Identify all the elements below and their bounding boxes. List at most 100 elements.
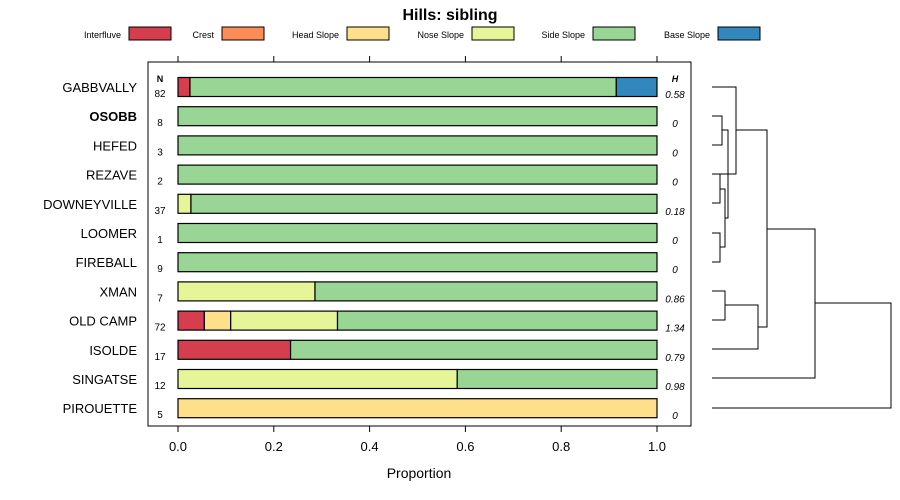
legend-label-interfluve: Interfluve [84,30,121,40]
x-tick-label-2: 0.4 [361,439,379,454]
n-value-xman: 7 [157,293,163,304]
row-gabbvally: GABBVALLY 82 0.58 [62,76,685,101]
category-label-loomer: LOOMER [81,226,137,241]
h-value-gabbvally: 0.58 [665,90,685,101]
h-value-old-camp: 1.34 [665,324,685,335]
bar-segment-hefed-side-slope [177,135,658,156]
bar-segment-xman-nose-slope [177,281,316,302]
chart-title: Hills: sibling [402,7,497,24]
row-old-camp: OLD CAMP 72 1.34 [69,310,685,335]
category-label-old-camp: OLD CAMP [69,314,137,329]
dendrogram-branch-4 [720,188,726,248]
x-tick-label-1: 0.2 [265,439,283,454]
category-label-fireball: FIREBALL [76,255,137,270]
dendrogram-branch-3 [712,232,721,263]
legend-swatch-side-slope [592,26,636,41]
h-value-xman: 0.86 [665,294,685,305]
h-header: H [672,74,679,84]
category-label-gabbvally: GABBVALLY [62,80,137,95]
h-value-hefed: 0 [672,148,678,159]
legend: Interfluve Crest Head Slope Nose Slope Side … [84,26,761,41]
bar-segment-gabbvally-base-slope [615,76,658,98]
bar-segment-downeyville-side-slope [190,193,658,214]
bar-segment-isolde-side-slope [289,339,658,360]
bar-segment-xman-side-slope [314,281,658,302]
bar-segment-gabbvally-interfluve [177,76,191,98]
bar-segment-old-camp-head-slope [203,310,232,331]
bar-segment-old-camp-side-slope [336,310,658,331]
row-singatse: SINGATSE 12 0.98 [72,368,685,393]
n-value-pirouette: 5 [157,410,163,421]
dendrogram-branch-9 [712,228,816,379]
legend-label-crest: Crest [192,30,214,40]
bar-segment-rezave-side-slope [177,164,658,185]
top-axis-ticks [177,56,658,62]
legend-swatch-head-slope [346,26,390,41]
category-label-singatse: SINGATSE [72,372,137,387]
bar-segment-osobb-side-slope [177,106,658,127]
h-value-fireball: 0 [672,265,678,276]
h-value-rezave: 0 [672,178,678,189]
category-label-xman: XMAN [99,284,137,299]
n-value-singatse: 12 [154,381,166,392]
n-value-old-camp: 72 [154,323,166,334]
legend-label-head-slope: Head Slope [292,30,339,40]
n-header: N [157,74,164,84]
chart-rows: GABBVALLY 82 0.58 OSOBB 8 0 HEFED 3 0 REZAVE 2 0 DOW… [43,76,685,422]
legend-swatch-crest [221,26,265,41]
bar-segment-old-camp-interfluve [177,310,205,331]
row-xman: XMAN 7 0.86 [99,281,685,305]
category-label-rezave: REZAVE [86,168,137,183]
dendrogram-branch-6 [712,290,726,321]
n-value-rezave: 2 [157,177,163,188]
bar-segment-old-camp-nose-slope [230,310,339,331]
dendrogram [712,86,892,409]
bar-segment-pirouette-head-slope [177,398,658,419]
h-value-loomer: 0 [672,236,678,247]
legend-label-side-slope: Side Slope [541,30,585,40]
row-isolde: ISOLDE 17 0.79 [89,339,685,364]
row-hefed: HEFED 3 0 [93,135,678,159]
x-tick-label-5: 1.0 [648,439,666,454]
dendrogram-branch-8 [736,129,768,328]
h-value-isolde: 0.79 [665,353,685,364]
row-fireball: FIREBALL 9 0 [76,252,678,276]
dendrogram-branch-7 [712,304,759,350]
bar-segment-fireball-side-slope [177,252,658,273]
legend-swatch-base-slope [717,26,761,41]
x-axis: 0.0 0.2 0.4 0.6 0.8 1.0 [169,426,666,454]
x-tick-label-3: 0.6 [456,439,474,454]
bar-segment-singatse-side-slope [456,368,658,390]
row-pirouette: PIROUETTE 5 0 [63,398,678,422]
row-downeyville: DOWNEYVILLE 37 0.18 [43,193,685,218]
h-value-downeyville: 0.18 [665,207,685,218]
h-value-singatse: 0.98 [665,382,685,393]
bar-segment-singatse-nose-slope [177,368,458,390]
row-rezave: REZAVE 2 0 [86,164,678,189]
dendrogram-branch-2 [712,173,721,204]
n-value-gabbvally: 82 [154,89,166,100]
n-value-isolde: 17 [154,352,166,363]
bar-segment-downeyville-nose-slope [177,193,192,214]
category-label-osobb: OSOBB [89,109,137,124]
category-label-isolde: ISOLDE [89,343,137,358]
n-value-loomer: 1 [157,235,163,246]
bar-segment-loomer-side-slope [177,222,658,244]
h-value-osobb: 0 [672,119,678,130]
row-loomer: LOOMER 1 0 [81,222,678,247]
legend-swatch-nose-slope [471,26,515,41]
n-value-fireball: 9 [157,264,163,275]
x-axis-label: Proportion [387,465,452,481]
n-value-osobb: 8 [157,118,163,129]
bar-segment-isolde-interfluve [177,339,292,360]
x-tick-label-4: 0.8 [552,439,570,454]
n-value-hefed: 3 [157,147,163,158]
dendrogram-branch-5 [722,129,729,219]
category-label-pirouette: PIROUETTE [63,401,138,416]
dendrogram-branch-10 [712,302,892,409]
bar-segment-gabbvally-side-slope [189,76,617,98]
plot-frame [147,61,692,427]
dendrogram-branch-1 [712,115,723,146]
row-osobb: OSOBB 8 0 [89,106,678,130]
